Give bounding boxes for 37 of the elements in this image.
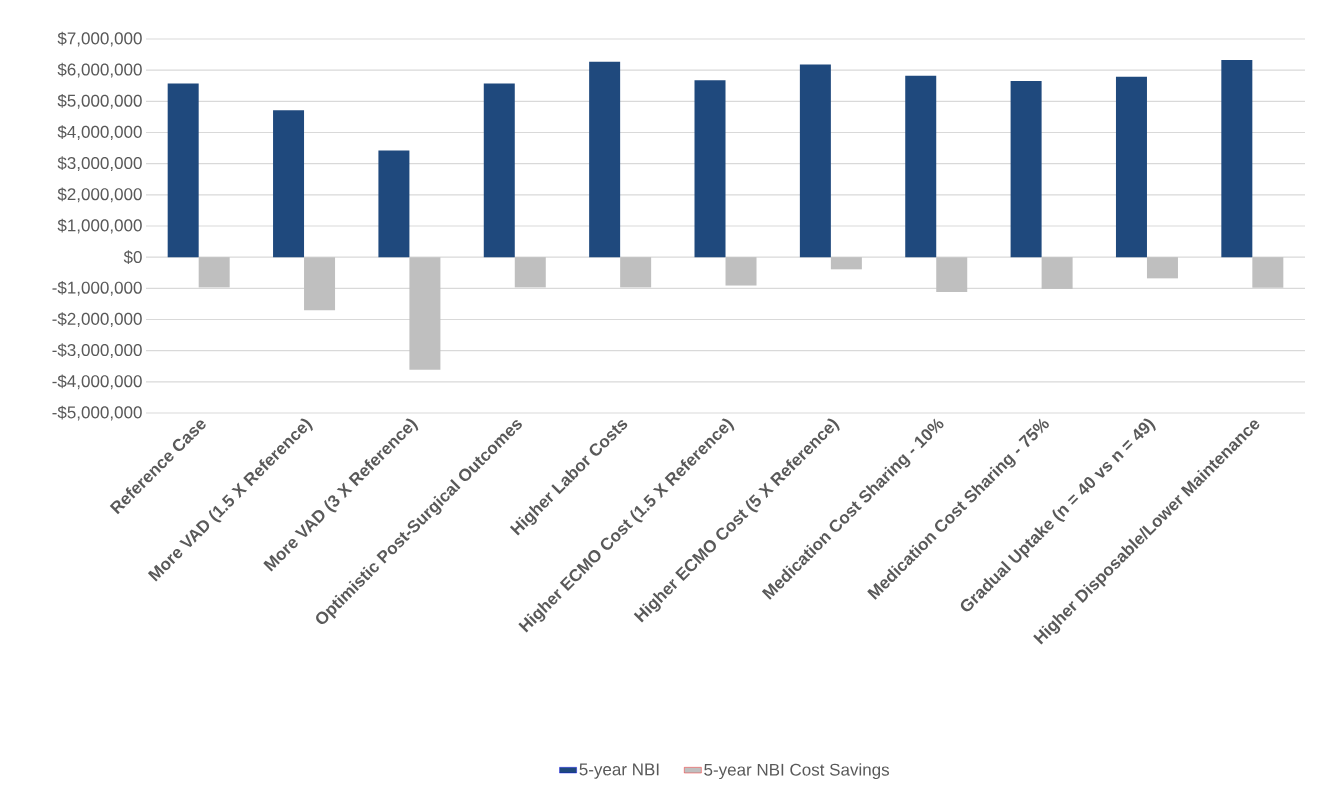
bar (1010, 81, 1042, 258)
y-tick-label: $1,000,000 (57, 218, 142, 234)
y-tick-label: -$3,000,000 (52, 343, 142, 359)
bar (830, 257, 862, 270)
bar (936, 257, 968, 293)
y-tick-label: -$1,000,000 (52, 280, 142, 296)
y-tick-label: $0 (123, 250, 142, 265)
bar (273, 110, 305, 258)
bar (799, 64, 831, 258)
bar (1115, 76, 1147, 258)
y-tick-label: $2,000,000 (57, 187, 142, 203)
bar (725, 257, 757, 286)
bar (167, 83, 199, 258)
y-tick-label: -$4,000,000 (52, 374, 142, 390)
bar (1146, 257, 1178, 279)
y-tick-label: -$2,000,000 (52, 312, 142, 327)
y-tick-label: $7,000,000 (57, 31, 142, 47)
bar (589, 61, 621, 258)
bar (1041, 257, 1073, 289)
bar (378, 150, 410, 258)
bar (304, 257, 336, 311)
bar (409, 257, 441, 370)
legend-label: 5-year NBI (579, 763, 659, 779)
y-tick-label: $5,000,000 (57, 93, 142, 109)
bar (1252, 257, 1284, 288)
bar (1221, 59, 1253, 258)
bar (905, 75, 937, 258)
bar (694, 80, 726, 258)
bar (483, 83, 515, 258)
y-tick-label: -$5,000,000 (52, 405, 142, 421)
bar (198, 257, 230, 288)
y-tick-label: $3,000,000 (57, 156, 142, 172)
legend-label: 5-year NBI Cost Savings (704, 763, 890, 780)
y-tick-label: $6,000,000 (57, 62, 142, 78)
bar (514, 257, 546, 288)
bar (620, 257, 652, 288)
y-tick-label: $4,000,000 (57, 125, 142, 140)
